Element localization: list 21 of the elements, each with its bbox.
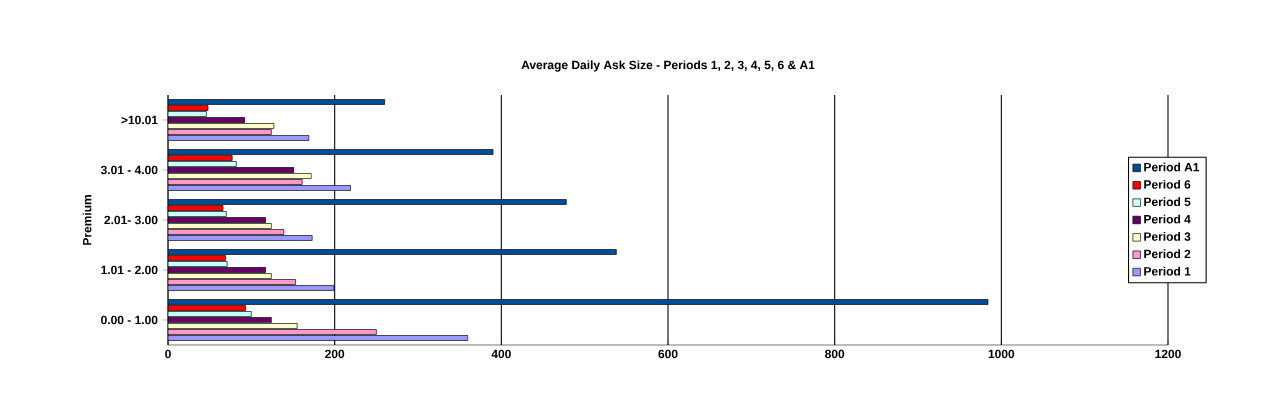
x-tick-label: 1000: [988, 349, 1015, 359]
y-axis-title: Premium: [82, 195, 92, 245]
x-tick-label: 400: [491, 349, 511, 359]
y-tick-label: 0.00 - 1.00: [101, 315, 158, 325]
legend-label: Period A1: [1144, 162, 1200, 172]
legend-label: Period 1: [1144, 266, 1191, 276]
legend-label: Period 3: [1144, 232, 1191, 241]
x-tick-label: 800: [825, 349, 845, 359]
y-tick-label: 1.01 - 2.00: [101, 265, 158, 275]
x-tick-label: 0: [165, 349, 171, 359]
legend-label: Period 6: [1144, 179, 1191, 189]
legend-label: Period 4: [1144, 214, 1191, 224]
legend-label: Period 5: [1144, 197, 1191, 207]
x-tick-label: 1200: [1155, 349, 1181, 359]
y-tick-label: 3.01 - 4.00: [100, 165, 158, 175]
x-tick-label: 200: [325, 349, 345, 359]
x-tick-label: 600: [658, 349, 678, 359]
y-tick-label: 2.01- 3.00: [104, 215, 158, 225]
y-tick-label: >10.01: [121, 115, 158, 125]
legend-label: Period 2: [1144, 249, 1191, 259]
chart-title: Average Daily Ask Size - Periods 1, 2, 3, 4, 5, 6 & A1: [521, 60, 815, 72]
